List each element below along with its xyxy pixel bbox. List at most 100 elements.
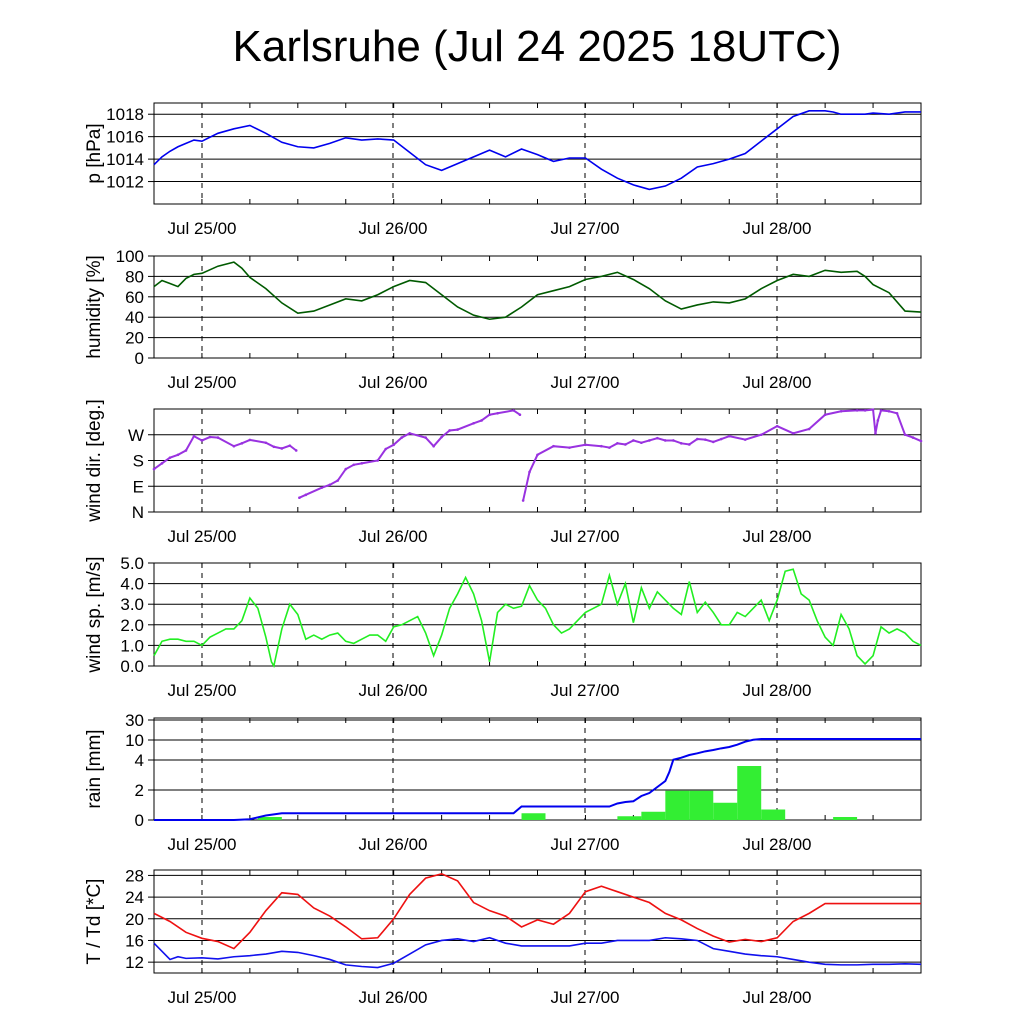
wind-direction-point	[919, 439, 923, 443]
wind-direction-point	[695, 437, 699, 441]
x-tick-label: Jul 28/00	[743, 835, 812, 854]
rain-bar	[257, 817, 282, 820]
wind-direction-point	[727, 434, 731, 438]
wind-direction-point	[280, 447, 284, 450]
wind-direction-point	[152, 467, 156, 471]
wind-direction-point	[719, 437, 723, 441]
wind-direction-point	[294, 449, 298, 452]
wind-direction-point	[895, 411, 899, 415]
wind-direction-point	[496, 411, 499, 415]
rain-bar	[761, 809, 786, 820]
wind-direction-point	[298, 496, 301, 499]
rain-bar	[617, 816, 642, 820]
wind-direction-point	[874, 432, 877, 435]
wind-direction-point	[863, 409, 867, 412]
panel-frame	[153, 869, 922, 974]
rain-bar	[641, 811, 666, 820]
y-tick-label: S	[133, 452, 144, 471]
wind-direction-point	[392, 443, 395, 447]
wind-direction-point	[264, 441, 268, 445]
y-tick-label: 28	[125, 866, 144, 885]
wind-direction-point	[632, 439, 635, 442]
wind-direction-point	[552, 444, 555, 448]
wind-direction-point	[192, 434, 196, 438]
rain-bar	[521, 813, 546, 820]
y-tick-label: 5.0	[120, 554, 144, 573]
wind-direction-point	[376, 459, 380, 462]
y-tick-label: 2.0	[120, 616, 144, 635]
wind-direction-point	[184, 449, 188, 452]
panel-frame	[153, 102, 922, 205]
wind-direction-point	[384, 447, 387, 451]
wind-direction-point	[584, 443, 587, 447]
x-tick-label: Jul 28/00	[743, 527, 812, 546]
x-tick-label: Jul 27/00	[551, 988, 620, 1007]
wind-direction-point	[680, 442, 683, 445]
wind-direction-point	[672, 439, 675, 442]
wind-direction-point	[521, 499, 525, 502]
wind-direction-point	[536, 453, 539, 457]
wind-direction-point	[432, 444, 435, 448]
y-tick-label: E	[133, 477, 144, 496]
x-tick-label: Jul 27/00	[551, 527, 620, 546]
y-tick-label: 80	[125, 267, 144, 286]
wind-direction-point	[616, 442, 619, 445]
y-axis-label: wind sp. [m/s]	[84, 556, 105, 673]
y-tick-label: 60	[125, 288, 144, 307]
x-tick-label: Jul 25/00	[168, 527, 237, 546]
x-tick-label: Jul 28/00	[743, 219, 812, 238]
wind-direction-point	[876, 419, 880, 422]
wind-direction-point	[624, 443, 627, 446]
y-tick-label: 0.0	[120, 657, 144, 676]
wind-direction-point	[176, 453, 180, 457]
wind-direction-point	[528, 470, 531, 474]
panel-frame	[153, 717, 922, 821]
wind-direction-point	[480, 419, 483, 422]
wind-direction-point	[648, 439, 651, 442]
wind-direction-point	[887, 409, 891, 413]
wind-direction-point	[759, 433, 763, 437]
y-axis-label: rain [mm]	[84, 729, 105, 808]
y-tick-label: 1014	[106, 150, 144, 169]
rain-bar	[737, 766, 762, 820]
wind-direction-point	[400, 436, 403, 439]
y-tick-label: 0	[135, 349, 144, 368]
wind-direction-point	[568, 446, 571, 449]
x-tick-label: Jul 25/00	[168, 988, 237, 1007]
y-tick-label: N	[132, 503, 144, 522]
x-tick-label: Jul 25/00	[168, 373, 237, 392]
wind-direction-point	[328, 483, 332, 487]
y-tick-label: 1012	[106, 173, 144, 192]
x-tick-label: Jul 28/00	[743, 681, 812, 700]
x-tick-label: Jul 26/00	[359, 835, 428, 854]
wind-direction-point	[871, 408, 875, 411]
x-tick-label: Jul 26/00	[359, 681, 428, 700]
y-tick-label: 1.0	[120, 636, 144, 655]
wind-direction-point	[911, 436, 915, 439]
wind-direction-point	[408, 432, 411, 435]
y-tick-label: 20	[125, 910, 144, 929]
x-tick-label: Jul 27/00	[551, 219, 620, 238]
wind-direction-point	[807, 427, 811, 431]
x-tick-label: Jul 28/00	[743, 373, 812, 392]
y-tick-label: 30	[125, 711, 144, 730]
x-tick-label: Jul 25/00	[168, 681, 237, 700]
wind-direction-point	[823, 413, 827, 417]
y-tick-label: 2	[135, 781, 144, 800]
x-tick-label: Jul 26/00	[359, 219, 428, 238]
wind-direction-point	[879, 409, 883, 412]
rain-bar	[689, 790, 714, 820]
y-tick-label: 12	[125, 953, 144, 972]
wind-direction-point	[903, 433, 907, 437]
wind-direction-point	[168, 456, 172, 459]
panel-frame	[153, 255, 922, 359]
y-tick-label: 3.0	[120, 595, 144, 614]
y-tick-label: 16	[125, 931, 144, 950]
wind-direction-point	[360, 462, 364, 465]
wind-direction-point	[855, 409, 859, 412]
rain-bar	[713, 802, 738, 820]
wind-direction-point	[488, 413, 491, 417]
y-tick-label: 40	[125, 308, 144, 327]
